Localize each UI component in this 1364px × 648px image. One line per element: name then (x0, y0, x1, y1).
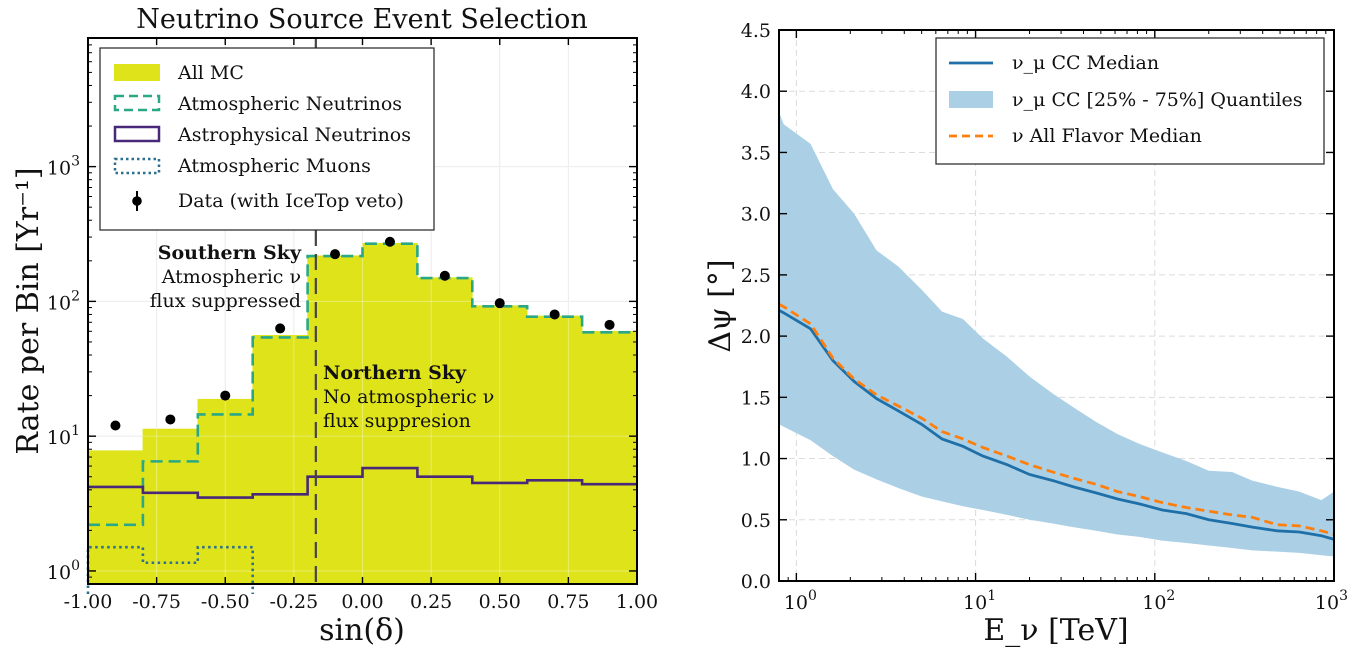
right-ticks: 100 101 102 103 0.0 0.5 1.0 1.5 2.0 2.5 3.0 3.5 4.0 4… (741, 20, 1348, 614)
right-y-axis-label: Δψ [°] (703, 259, 738, 352)
left-x-axis-label: sin(δ) (319, 613, 405, 648)
left-ytick-label-3: 103 (47, 154, 80, 180)
left-legend: All MC Atmospheric Neutrinos Astrophysic… (99, 47, 435, 231)
left-ytick-label-0: 100 (47, 558, 80, 584)
data-point-5 (384, 236, 395, 247)
all-mc-bar-8 (526, 315, 583, 585)
quantile-band (779, 112, 1334, 557)
legend-swatch-all-mc (114, 64, 160, 81)
left-series-astrophysical-neutrinos (88, 466, 637, 499)
data-point-3 (275, 323, 286, 334)
all-mc-bar-1 (142, 428, 199, 585)
northern-sky-line-1: No atmospheric ν (323, 386, 494, 408)
data-point-8 (549, 309, 560, 320)
right-ytick-label-8: 4.0 (741, 81, 771, 103)
right-ytick-label-2: 1.0 (741, 449, 771, 471)
legend-label-all-flavor-median: ν All Flavor Median (1012, 125, 1202, 147)
left-ytick-label-1: 101 (47, 423, 80, 449)
left-y-axis-label: Rate per Bin [Yr⁻¹] (11, 167, 46, 454)
right-ytick-label-0: 0.0 (741, 571, 771, 593)
left-ytick-label-2: 102 (47, 288, 80, 314)
legend-label-data: Data (with IceTop veto) (178, 190, 404, 212)
legend-swatch-data-point (132, 196, 142, 206)
data-point-2 (220, 390, 231, 401)
legend-label-numu-median: ν_μ CC Median (1012, 52, 1159, 74)
legend-swatch-astrophysical-neutrinos (113, 125, 161, 143)
left-data-points (110, 236, 615, 431)
right-ytick-label-7: 3.5 (741, 142, 771, 164)
right-ytick-label-4: 2.0 (741, 326, 771, 348)
left-annotations: Southern Sky Atmospheric ν flux suppress… (150, 242, 495, 432)
left-chart: Neutrino Source Event Selection Southern… (11, 4, 658, 648)
legend-swatch-numu-quantiles (949, 91, 993, 108)
left-series-atmospheric-neutrinos (88, 242, 637, 527)
left-xtick-label-7: 0.75 (547, 591, 589, 613)
all-flavor-median-line (778, 303, 1335, 536)
left-xtick-label-4: 0.00 (341, 591, 383, 613)
legend-label-astrophysical-neutrinos: Astrophysical Neutrinos (177, 124, 411, 146)
data-point-0 (110, 420, 121, 431)
southern-sky-line-1: Atmospheric ν (161, 266, 301, 288)
data-point-4 (330, 249, 341, 260)
all-mc-bar-3 (252, 335, 308, 585)
legend-swatch-atmospheric-muons (113, 157, 161, 175)
right-ytick-label-6: 3.0 (741, 204, 771, 226)
all-mc-bar-0 (87, 450, 144, 585)
data-point-7 (494, 298, 505, 309)
right-legend: ν_μ CC Median ν_μ CC [25% - 75%] Quantil… (935, 37, 1325, 165)
legend-label-all-mc: All MC (177, 62, 244, 84)
numu-median-line (778, 309, 1335, 541)
data-point-1 (165, 414, 176, 425)
left-xtick-label-1: -0.75 (132, 591, 181, 613)
left-xtick-label-2: -0.50 (201, 591, 250, 613)
left-xtick-label-8: 1.00 (616, 591, 658, 613)
right-series (778, 112, 1335, 557)
right-chart: 100 101 102 103 0.0 0.5 1.0 1.5 2.0 2.5 3.0 3.5 4.0 4… (703, 20, 1348, 648)
left-xtick-label-3: -0.25 (270, 591, 319, 613)
left-xtick-label-0: -1.00 (64, 591, 113, 613)
right-ytick-label-1: 0.5 (741, 510, 771, 532)
left-chart-title: Neutrino Source Event Selection (136, 4, 587, 35)
right-xtick-label-3: 103 (1315, 588, 1348, 614)
left-xtick-label-5: 0.25 (410, 591, 452, 613)
legend-label-atmospheric-muons: Atmospheric Muons (177, 155, 371, 177)
right-xtick-label-1: 101 (963, 588, 996, 614)
all-mc-bar-6 (417, 277, 473, 585)
legend-label-atmospheric-neutrinos: Atmospheric Neutrinos (177, 93, 402, 115)
southern-sky-line-2: flux suppressed (150, 290, 301, 312)
northern-sky-line-2: flux suppresion (323, 410, 471, 432)
all-mc-bar-2 (197, 398, 254, 585)
right-xtick-label-2: 102 (1142, 588, 1175, 614)
right-x-axis-label: E_ν [TeV] (983, 613, 1128, 648)
left-xtick-label-6: 0.50 (479, 591, 521, 613)
right-ytick-label-3: 1.5 (741, 387, 771, 409)
left-series-atmospheric-muons (86, 545, 254, 594)
right-xtick-label-0: 100 (784, 588, 817, 614)
left-ticks: -1.00 -0.75 -0.50 -0.25 0.00 0.25 0.50 0.75 1.00… (47, 37, 658, 613)
right-axes-frame (778, 29, 1335, 582)
legend-label-numu-quantiles: ν_μ CC [25% - 75%] Quantiles (1012, 89, 1303, 111)
legend-swatch-atmospheric-neutrinos (113, 94, 161, 112)
northern-sky-heading: Northern Sky (323, 362, 467, 384)
right-ytick-label-9: 4.5 (741, 20, 771, 42)
right-legend-box (935, 37, 1325, 165)
all-mc-bar-9 (581, 330, 638, 585)
data-point-6 (439, 270, 450, 281)
data-point-9 (604, 319, 615, 330)
right-ytick-label-5: 2.5 (741, 265, 771, 287)
southern-sky-heading: Southern Sky (158, 242, 302, 264)
